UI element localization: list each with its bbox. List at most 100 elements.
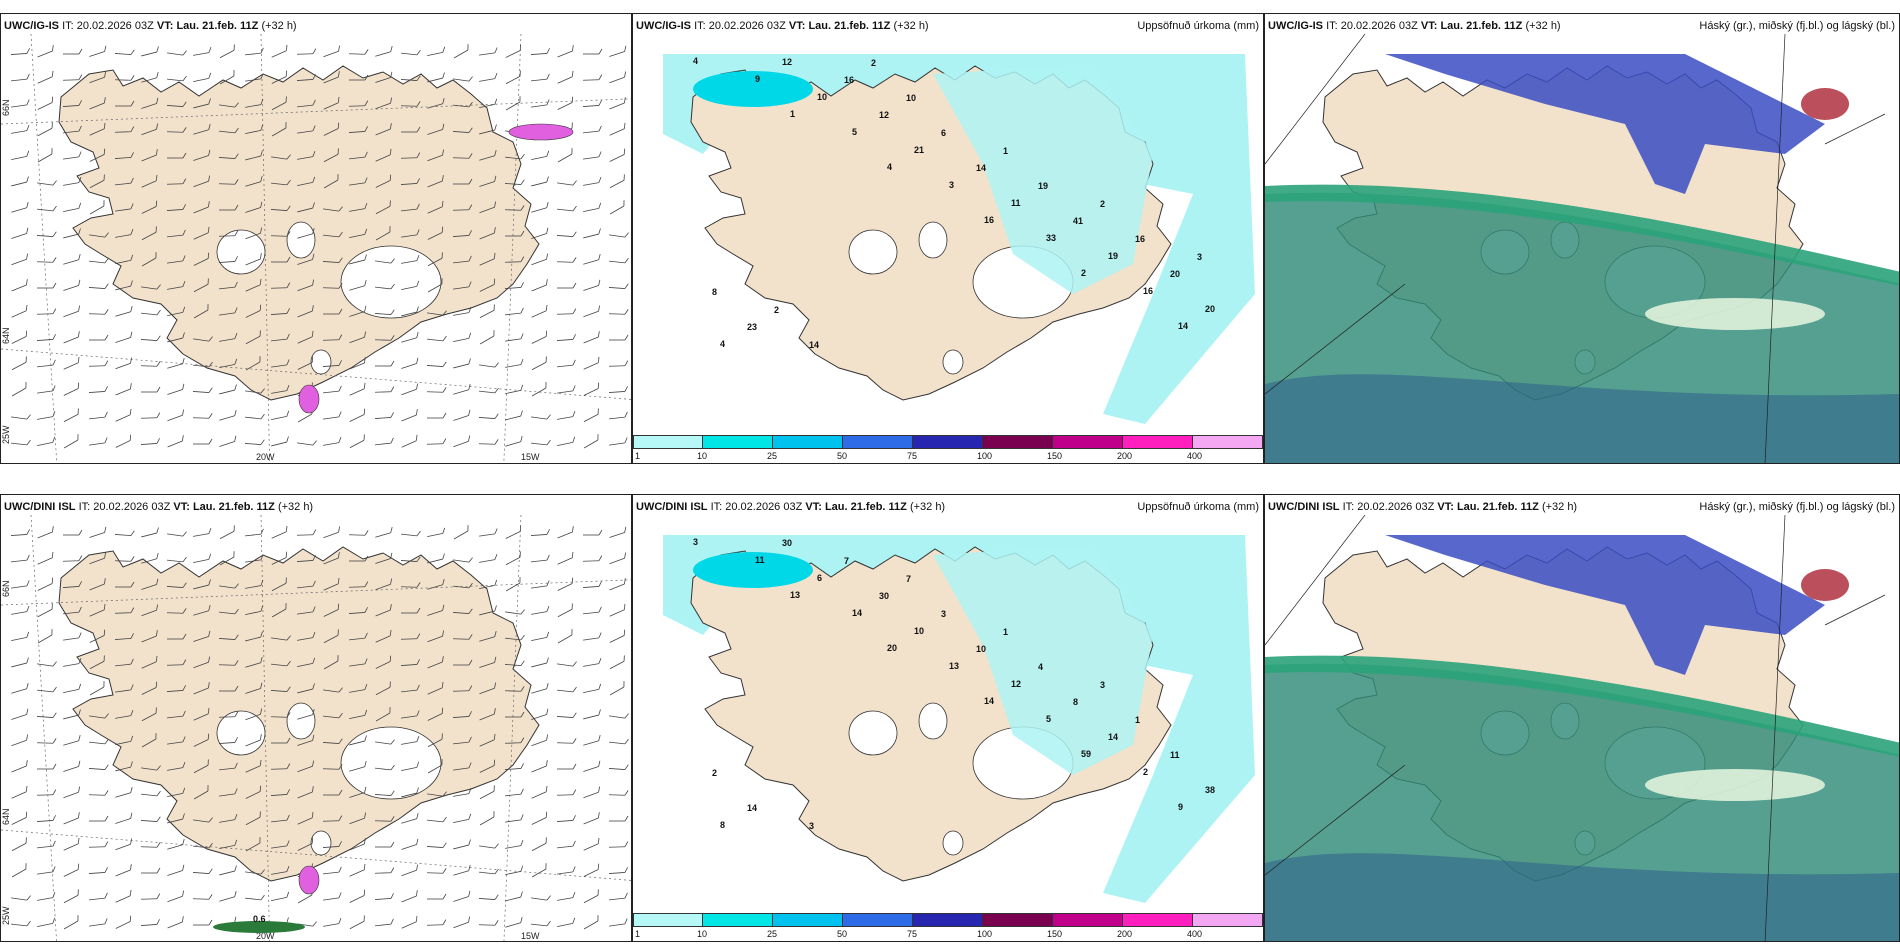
- lon-label: 20W: [256, 931, 275, 941]
- wind-map[interactable]: 66N 64N 25W 20W 15W: [1, 34, 632, 464]
- precip-value: 10: [914, 626, 924, 636]
- cloud-map[interactable]: [1265, 34, 1900, 464]
- wind-barb: [479, 201, 497, 214]
- wind-barb: [609, 122, 626, 136]
- wind-barb: [219, 44, 235, 59]
- wind-barb: [89, 200, 105, 215]
- wind-barb: [427, 733, 443, 748]
- wind-barb: [427, 816, 447, 823]
- wind-barb: [608, 764, 629, 770]
- wind-barb: [531, 227, 549, 239]
- wind-barb: [89, 71, 107, 84]
- wind-barb: [140, 816, 161, 822]
- wind-barb: [63, 837, 80, 851]
- precip-blob: [213, 921, 305, 933]
- wind-barb: [89, 334, 109, 341]
- wind-barb: [453, 525, 469, 540]
- wind-barb: [10, 48, 30, 55]
- wind-barb: [167, 813, 185, 824]
- wind-barb: [166, 582, 187, 588]
- precip-value: 20: [1205, 304, 1215, 314]
- precip-map[interactable]: 3132014599111413528610121438303010811147…: [633, 515, 1264, 913]
- wind-barb: [37, 411, 56, 420]
- wind-barb: [89, 148, 106, 162]
- wind-barb: [453, 557, 473, 563]
- panel-wind-bottom: UWC/DINI ISL IT: 20.02.2026 03Z VT: Lau.…: [0, 494, 632, 942]
- wind-barb: [270, 308, 290, 315]
- wind-barb: [297, 202, 315, 213]
- wind-barb: [479, 631, 497, 642]
- wind-barb: [63, 434, 79, 449]
- wind-barb: [349, 151, 368, 160]
- glacier: [918, 221, 948, 259]
- wind-barb: [115, 100, 135, 107]
- precip-value: 19: [1108, 251, 1118, 261]
- wind-barb: [453, 281, 472, 290]
- wind-barb: [88, 867, 108, 874]
- wind-barb: [349, 203, 368, 212]
- wind-barb: [375, 841, 395, 848]
- wind-barb: [63, 125, 82, 134]
- precip-value: 9: [755, 74, 760, 84]
- panel-title: UWC/DINI ISL IT: 20.02.2026 03Z VT: Lau.…: [1268, 501, 1578, 513]
- wind-barb: [323, 231, 343, 238]
- precip-map[interactable]: 4141621495333164102111192012121441202316…: [633, 34, 1264, 434]
- wind-barb: [531, 657, 549, 668]
- wind-barb: [245, 124, 264, 135]
- wind-barb: [349, 555, 369, 562]
- wind-barb: [245, 73, 264, 82]
- wind-barb: [218, 230, 239, 237]
- wind-barb: [427, 335, 447, 342]
- wind-barb: [322, 360, 342, 367]
- wind-barb: [426, 361, 447, 367]
- wind-barb: [375, 46, 393, 57]
- wind-barb: [531, 863, 547, 878]
- wind-barb: [141, 284, 161, 290]
- wind-barb: [374, 386, 395, 393]
- wind-barb: [479, 605, 497, 616]
- wind-barb: [375, 604, 392, 617]
- wind-barb: [401, 607, 421, 614]
- wind-barb: [531, 279, 548, 292]
- wind-barb: [609, 174, 625, 189]
- wind-barb: [375, 527, 393, 538]
- wind-barb: [245, 657, 263, 668]
- wind-barb: [322, 815, 343, 822]
- wind-map[interactable]: 66N 64N 25W 20W 15W 0.6: [1, 515, 632, 942]
- cloud-map[interactable]: [1265, 515, 1900, 942]
- wind-barb: [245, 201, 263, 213]
- wind-barb: [141, 97, 159, 109]
- wind-barb: [219, 608, 239, 615]
- wind-barb: [63, 735, 81, 746]
- wind-barb: [218, 737, 238, 744]
- wind-barb: [114, 75, 135, 81]
- wind-barb: [193, 553, 212, 564]
- wind-barb: [297, 228, 315, 239]
- boundary-line: [1824, 113, 1886, 145]
- wind-barb: [37, 629, 53, 644]
- wind-barb: [531, 99, 550, 108]
- wind-barb: [167, 152, 187, 159]
- wind-barb: [453, 788, 472, 797]
- wind-barb: [453, 916, 471, 929]
- wind-barb: [401, 383, 419, 396]
- wind-barb: [349, 863, 366, 877]
- wind-barb: [323, 577, 340, 591]
- wind-barb: [63, 915, 79, 930]
- wind-barb: [219, 281, 238, 290]
- wind-barb: [349, 228, 368, 239]
- wind-barb: [271, 44, 288, 58]
- wind-barb: [375, 681, 391, 696]
- longitude-line: [503, 34, 522, 463]
- wind-barb: [63, 889, 79, 904]
- wind-barb: [401, 49, 421, 56]
- wind-barb: [141, 707, 157, 722]
- wind-barb: [323, 148, 339, 163]
- wind-barb: [89, 713, 109, 719]
- wind-barb: [479, 278, 496, 292]
- wind-barb: [505, 525, 522, 539]
- wind-barb: [609, 681, 625, 696]
- wind-barb: [375, 629, 392, 643]
- wind-barb: [374, 893, 394, 900]
- colorbar-label: 200: [1117, 929, 1133, 939]
